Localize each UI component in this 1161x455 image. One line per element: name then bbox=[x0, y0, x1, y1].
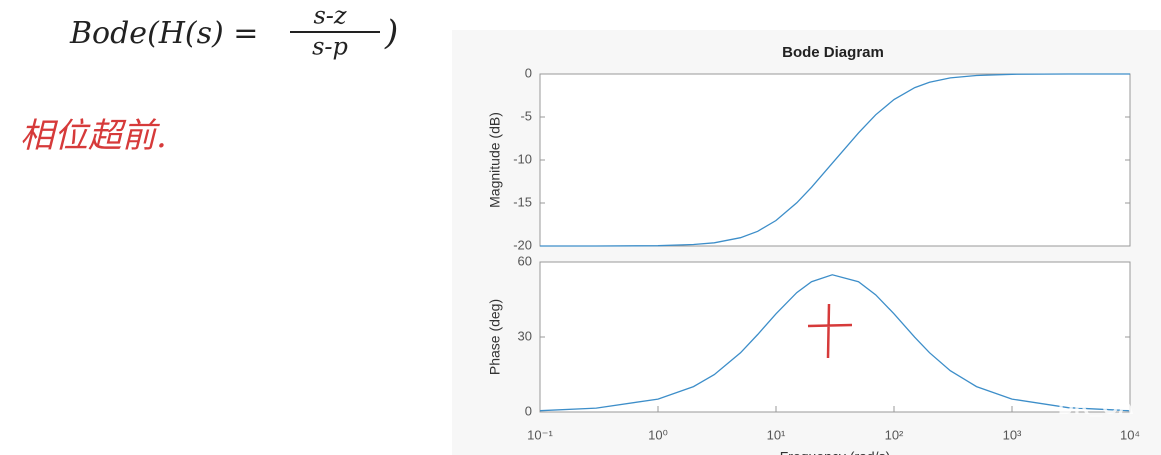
y-tick-label: -15 bbox=[513, 194, 532, 209]
formula-denominator: s-p bbox=[312, 33, 348, 61]
chart-title: Bode Diagram bbox=[782, 44, 884, 61]
y-axis-label: Phase (deg) bbox=[487, 299, 503, 375]
x-tick-label: 10⁰ bbox=[648, 427, 668, 442]
y-axis-label: Magnitude (dB) bbox=[487, 112, 503, 208]
formula-lhs: Bode(H(s) = bbox=[69, 16, 258, 51]
y-tick-label: 60 bbox=[518, 253, 532, 268]
y-tick-label: 0 bbox=[525, 403, 532, 418]
axes-box bbox=[539, 261, 1131, 413]
line bbox=[539, 274, 1131, 412]
x-tick-label: 10² bbox=[885, 427, 904, 442]
line bbox=[540, 73, 1130, 247]
x-tick-label: 10³ bbox=[1003, 427, 1022, 442]
y-tick-label: -5 bbox=[520, 108, 532, 123]
formula-close: ) bbox=[384, 13, 398, 53]
y-tick-label: -10 bbox=[513, 151, 532, 166]
x-tick-label: 10⁻¹ bbox=[527, 427, 553, 442]
y-tick-label: -20 bbox=[513, 237, 532, 252]
y-tick-label: 30 bbox=[518, 328, 532, 343]
y-tick-label: 0 bbox=[525, 65, 532, 80]
x-axis-label: Frequency (rad/s) bbox=[780, 449, 890, 455]
cross-annotation bbox=[807, 303, 853, 359]
formula-numerator: s-z bbox=[313, 2, 346, 30]
remark: 相位超前. bbox=[20, 116, 167, 156]
x-tick-label: 10¹ bbox=[767, 427, 786, 442]
watermark: DR_CA bbox=[1058, 394, 1134, 419]
x-tick-label: 10⁴ bbox=[1120, 427, 1140, 442]
